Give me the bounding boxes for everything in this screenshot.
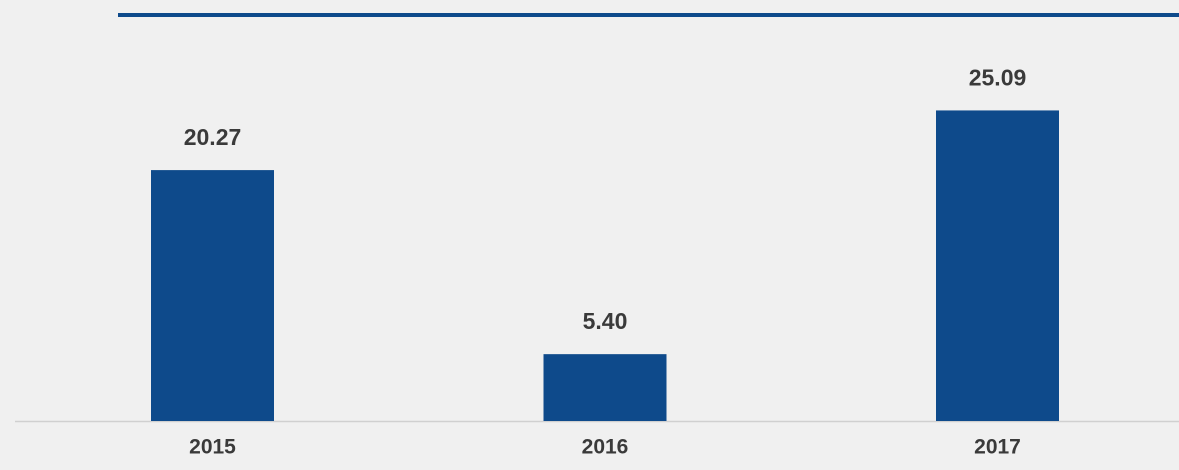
value-label: 25.09	[969, 65, 1027, 91]
value-label: 20.27	[184, 124, 242, 150]
bar	[151, 170, 274, 421]
bar	[936, 110, 1059, 421]
x-tick-label: 2017	[974, 436, 1021, 459]
value-label: 5.40	[583, 308, 628, 334]
x-tick-label: 2015	[189, 436, 236, 459]
x-tick-label: 2016	[582, 436, 629, 459]
bar	[543, 354, 667, 421]
